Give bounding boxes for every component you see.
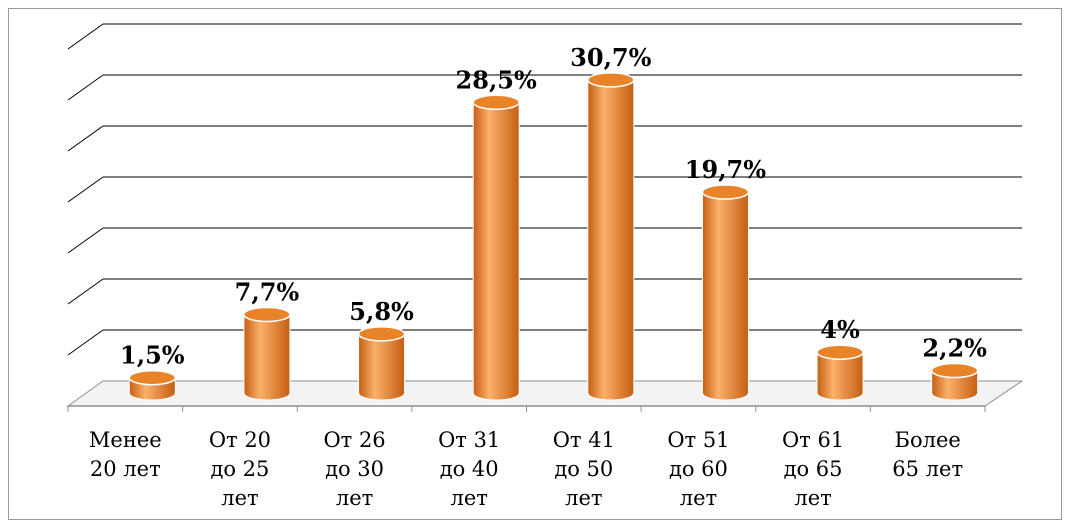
category-label: до 40: [440, 457, 499, 481]
category-label: лет: [450, 486, 487, 510]
bar-top: [472, 94, 520, 111]
data-label: 30,7%: [570, 43, 651, 72]
data-label: 7,7%: [235, 277, 300, 306]
bar-body: [701, 191, 749, 401]
bar: [587, 72, 635, 401]
bar: [930, 362, 979, 401]
category-label: От 20: [209, 428, 271, 452]
bar-top: [816, 344, 864, 360]
category-labels: Менее 20 лет От 20 до 25 лет От 26 до 30 лет От …: [89, 428, 963, 510]
category-label: От 26: [323, 428, 385, 452]
category-label: до 30: [325, 457, 384, 481]
bar-body: [243, 313, 291, 401]
gridline-side: [67, 125, 104, 152]
bar-top: [243, 306, 291, 323]
bar-body: [587, 79, 635, 401]
gridline-side: [67, 74, 104, 101]
gridline-side: [67, 227, 104, 254]
category-label: до 25: [210, 457, 269, 481]
gridline-side: [67, 23, 104, 50]
category-label: до 50: [554, 457, 613, 481]
data-label: 28,5%: [456, 65, 537, 94]
data-label: 4%: [820, 315, 860, 344]
bar: [701, 184, 750, 401]
category-label: до 65: [784, 457, 843, 481]
category-label: От 31: [438, 428, 500, 452]
bar: [472, 94, 520, 401]
data-label: 2,2%: [922, 334, 987, 363]
category-label: От 41: [553, 428, 615, 452]
chart-floor: [66, 380, 1024, 412]
bar-top: [128, 369, 177, 386]
bar-body: [472, 101, 520, 401]
bar-top: [357, 326, 406, 342]
category-label: Менее: [89, 428, 162, 452]
category-label: лет: [565, 486, 602, 510]
category-label: лет: [680, 486, 717, 510]
gridline-side: [67, 278, 104, 305]
bar: [128, 369, 177, 401]
bar: [243, 306, 291, 401]
gridline-side: [67, 176, 104, 203]
category-label: От 51: [667, 428, 729, 452]
gridlines: [67, 23, 1022, 356]
category-label: лет: [794, 486, 831, 510]
gridline-side: [67, 329, 104, 356]
chart-frame: [8, 8, 1062, 520]
category-label: 65 лет: [892, 457, 963, 481]
bar-top: [930, 362, 979, 379]
bars: [128, 72, 979, 401]
floor-plane: [66, 380, 1024, 407]
bar-top: [701, 184, 750, 200]
category-label: От 61: [782, 428, 844, 452]
bar-body: [931, 370, 979, 401]
data-labels: 1,5% 7,7% 5,8% 28,5% 30,7% 19,7% 4% 2,2%: [120, 43, 987, 370]
category-label: лет: [336, 486, 373, 510]
category-label: Более: [895, 428, 961, 452]
bar: [357, 326, 406, 401]
category-label: 20 лет: [90, 457, 161, 481]
bar: [816, 344, 864, 401]
bar-body: [358, 333, 406, 401]
data-label: 1,5%: [120, 341, 185, 370]
category-label: лет: [221, 486, 258, 510]
bar-top: [587, 72, 635, 88]
data-label: 5,8%: [349, 297, 414, 326]
category-label: до 60: [669, 457, 728, 481]
bar-body: [816, 351, 864, 401]
data-label: 19,7%: [685, 155, 766, 184]
